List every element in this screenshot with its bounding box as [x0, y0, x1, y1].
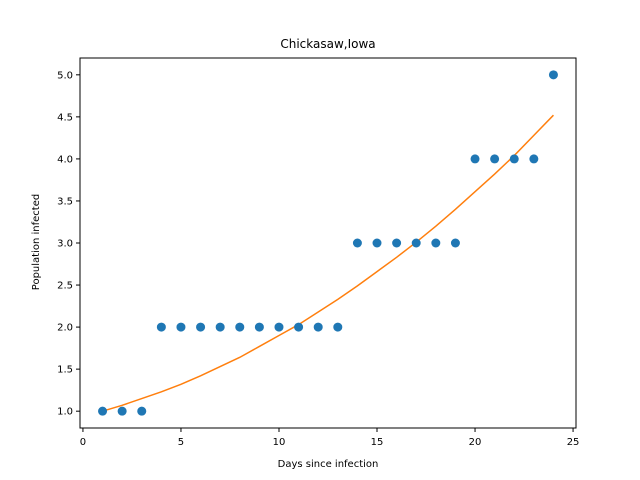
x-tick-label: 20 [469, 437, 482, 448]
data-point [117, 406, 127, 416]
data-point [98, 406, 108, 416]
data-point [529, 154, 539, 164]
data-point [490, 154, 500, 164]
data-point [137, 406, 147, 416]
data-point [254, 322, 264, 332]
data-point [431, 238, 441, 248]
y-tick-label: 1.5 [57, 365, 73, 376]
data-point [215, 322, 225, 332]
data-point [333, 322, 343, 332]
fit-line [102, 114, 554, 412]
data-point [235, 322, 245, 332]
data-point [372, 238, 382, 248]
data-point [470, 154, 480, 164]
data-point [548, 70, 558, 80]
data-point [274, 322, 284, 332]
data-point [352, 238, 362, 248]
data-point [156, 322, 166, 332]
x-tick-label: 15 [371, 437, 384, 448]
y-tick-label: 4.5 [57, 112, 73, 123]
y-tick-label: 3.0 [57, 239, 73, 250]
data-point [313, 322, 323, 332]
data-point [509, 154, 519, 164]
y-tick-label: 4.0 [57, 154, 73, 165]
y-tick-label: 2.0 [57, 323, 73, 334]
x-tick-label: 25 [567, 437, 580, 448]
axes: 0 5 10 15 20 25 1.0 1.5 2.0 2.5 3.0 3.5 4.0 4.5 5.0 [57, 57, 580, 448]
plot-area [98, 70, 558, 416]
x-axis-label: Days since infection [278, 459, 379, 470]
data-point [294, 322, 304, 332]
data-point [450, 238, 460, 248]
x-tick-label: 0 [80, 437, 86, 448]
y-tick-label: 1.0 [57, 407, 73, 418]
data-point [176, 322, 186, 332]
y-axis-label: Population infected [31, 194, 42, 290]
data-point [411, 238, 421, 248]
chart-title: Chickasaw,Iowa [280, 37, 375, 51]
data-point [196, 322, 206, 332]
y-tick-label: 5.0 [57, 70, 73, 81]
data-point [392, 238, 402, 248]
x-tick-label: 10 [273, 437, 286, 448]
y-tick-label: 3.5 [57, 196, 73, 207]
y-tick-label: 2.5 [57, 281, 73, 292]
x-tick-label: 5 [178, 437, 184, 448]
